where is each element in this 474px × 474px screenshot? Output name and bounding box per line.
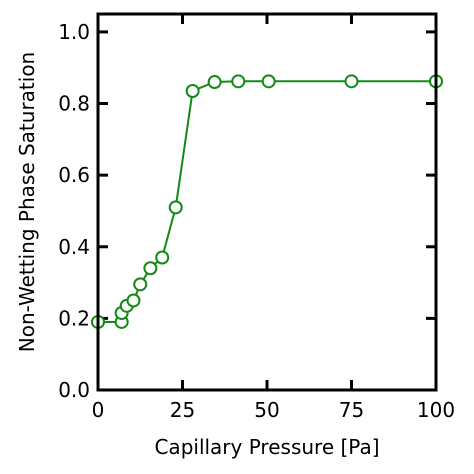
x-tick-label: 25 — [170, 398, 195, 422]
y-axis-label: Non-Wetting Phase Saturation — [15, 52, 39, 353]
y-tick-label: 0.0 — [58, 378, 90, 402]
series-line — [98, 80, 436, 323]
y-tick-label: 0.2 — [58, 306, 90, 330]
data-point — [126, 293, 141, 308]
data-point — [133, 277, 148, 292]
data-point — [143, 261, 158, 276]
x-tick-label: 75 — [339, 398, 364, 422]
plot-frame — [96, 12, 438, 392]
x-tick-label: 50 — [254, 398, 279, 422]
data-point — [261, 74, 276, 89]
y-tick-label: 0.8 — [58, 92, 90, 116]
y-tick-label: 0.4 — [58, 235, 90, 259]
data-point — [168, 200, 183, 215]
tick-labels: 0 25 50 75 100 0.0 0.2 0.4 0.6 0.8 1.0 — [58, 20, 455, 422]
x-tick-label: 0 — [92, 398, 105, 422]
x-axis-label: Capillary Pressure [Pa] — [154, 435, 379, 459]
y-tick-label: 0.6 — [58, 163, 90, 187]
data-point — [207, 75, 222, 90]
data-point — [155, 250, 170, 265]
ticks-layer — [96, 14, 438, 392]
series-layer — [91, 74, 443, 329]
data-point — [185, 83, 200, 98]
data-point — [231, 74, 246, 89]
y-tick-label: 1.0 — [58, 20, 90, 44]
data-point — [344, 74, 359, 89]
x-tick-label: 100 — [417, 398, 455, 422]
